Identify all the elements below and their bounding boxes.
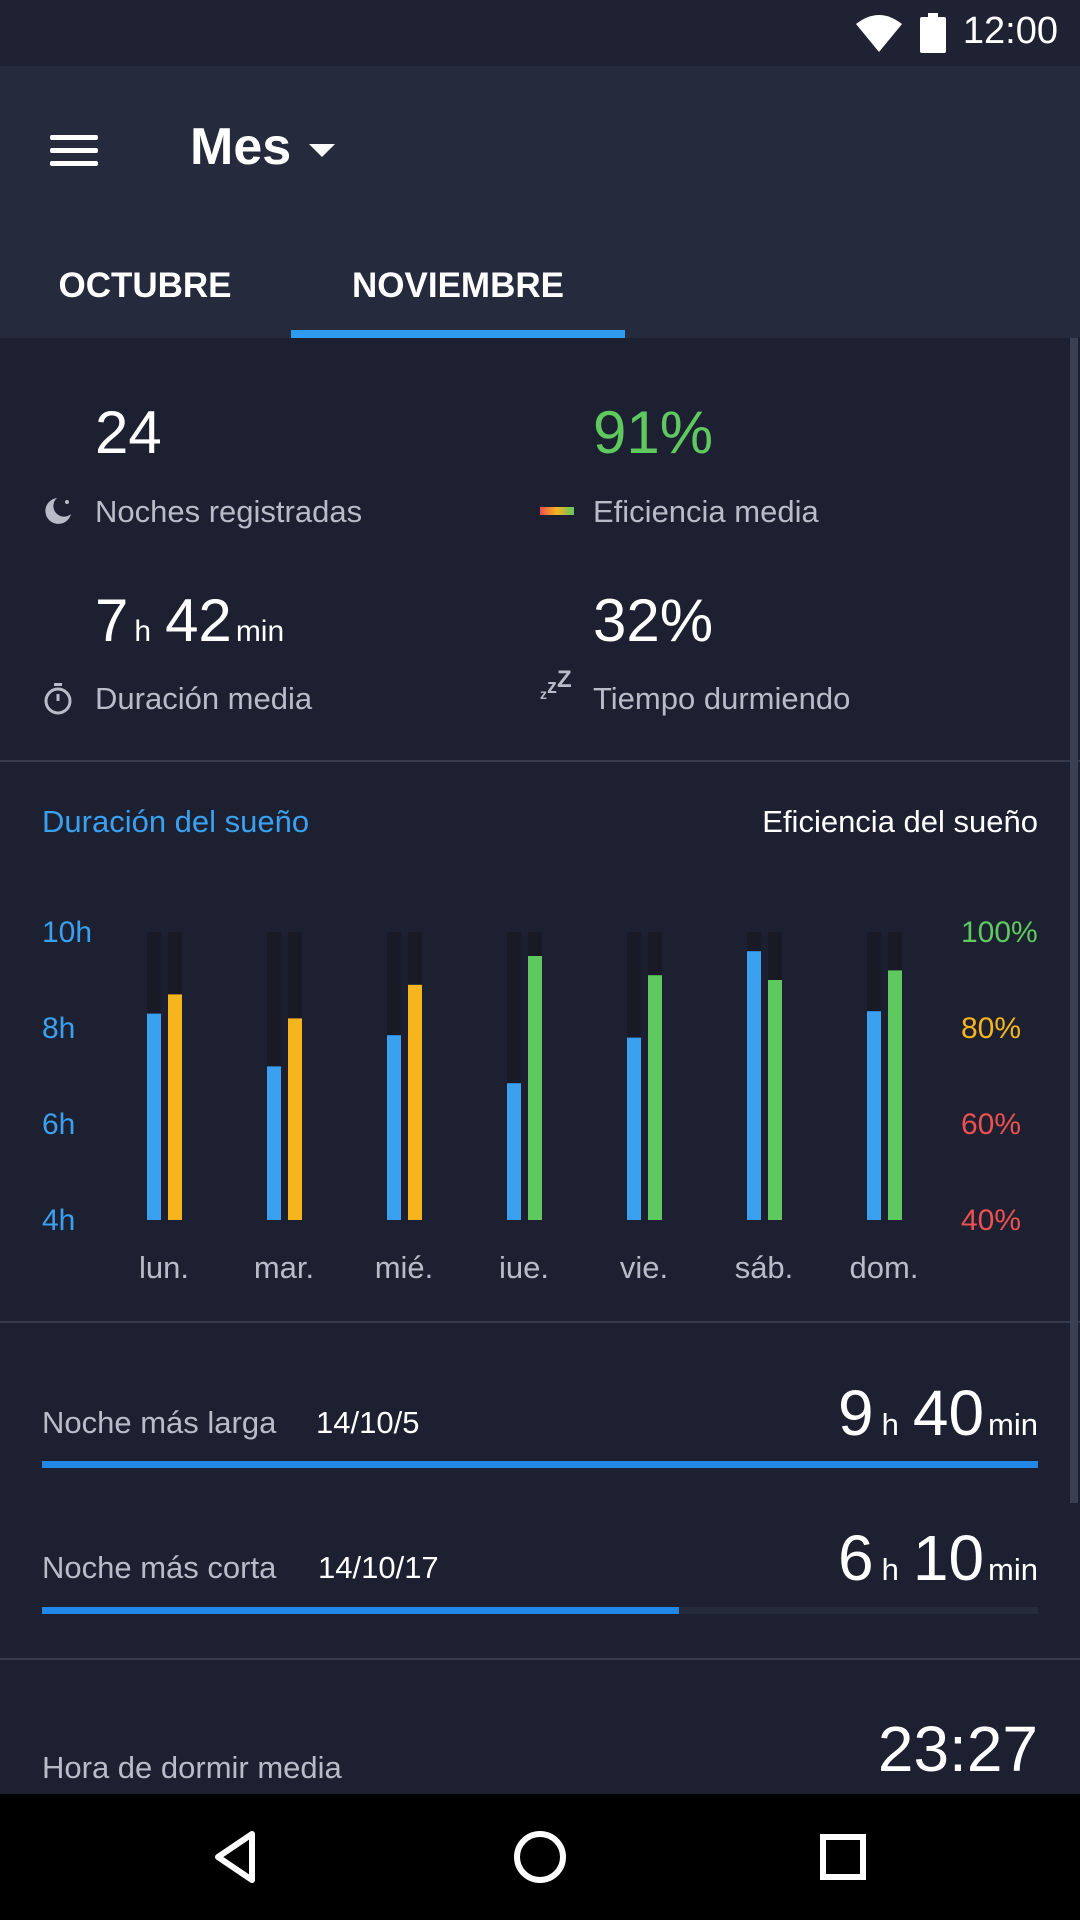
longest-night-track xyxy=(42,1461,1038,1468)
longest-night-bar xyxy=(42,1461,1038,1468)
efficiency-bar xyxy=(648,975,662,1220)
left-axis-tick: 4h xyxy=(42,1204,76,1237)
duration-bar xyxy=(627,1037,641,1220)
duration-bar xyxy=(747,951,761,1220)
duration-hours-unit: h xyxy=(134,615,152,648)
duration-minutes-unit: min xyxy=(235,615,285,648)
day-label-lun: lun. xyxy=(139,1250,189,1285)
shortest-night-label: Noche más corta xyxy=(42,1550,277,1585)
duration-hours: 7 xyxy=(95,587,129,654)
shortest-minutes: 10 xyxy=(912,1522,985,1594)
moon-icon xyxy=(45,498,71,524)
right-axis-tick: 80% xyxy=(961,1012,1022,1045)
battery-icon xyxy=(920,13,946,53)
efficiency-bar xyxy=(528,956,542,1220)
shortest-night-date: 14/10/17 xyxy=(318,1550,439,1585)
day-label-dom: dom. xyxy=(849,1250,919,1285)
duration-bar xyxy=(387,1035,401,1220)
efficiency-label: Eficiencia media xyxy=(593,494,819,529)
longest-hours: 9 xyxy=(838,1377,874,1449)
efficiency-bar xyxy=(408,984,422,1220)
asleep-value: 32% xyxy=(593,587,714,654)
avg-bedtime-value: 23:27 xyxy=(877,1713,1038,1785)
shortest-night-track xyxy=(42,1607,1038,1614)
longest-minutes: 40 xyxy=(912,1377,985,1449)
zzz-icon: zzZ xyxy=(540,666,572,702)
efficiency-bar xyxy=(888,970,902,1220)
longest-night-date: 14/10/5 xyxy=(316,1405,420,1440)
app-bar: Mes OCTUBRE NOVIEMBRE xyxy=(0,66,1080,338)
shortest-night-value: 6 h 10 min xyxy=(838,1521,1038,1595)
duration-bar xyxy=(867,1011,881,1220)
avg-bedtime-label: Hora de dormir media xyxy=(42,1750,342,1785)
left-axis-tick: 10h xyxy=(42,916,93,949)
longest-hours-unit: h xyxy=(881,1407,899,1442)
section-divider xyxy=(0,1321,1080,1323)
duration-bar xyxy=(147,1013,161,1220)
duration-bar xyxy=(507,1083,521,1220)
day-label-vie: vie. xyxy=(619,1250,669,1285)
efficiency-bar xyxy=(768,980,782,1220)
stopwatch-icon xyxy=(44,683,72,715)
tab-indicator xyxy=(291,330,625,338)
shortest-minutes-unit: min xyxy=(988,1552,1038,1587)
longest-night-label: Noche más larga xyxy=(42,1405,277,1440)
section-divider xyxy=(0,760,1080,762)
efficiency-bar xyxy=(288,1018,302,1220)
gradient-bar-icon xyxy=(540,507,574,515)
wifi-icon xyxy=(856,15,902,52)
left-axis-tick: 6h xyxy=(42,1108,76,1141)
status-bar: 12:00 xyxy=(0,0,1080,66)
left-axis-tick: 8h xyxy=(42,1012,76,1045)
duration-minutes: 42 xyxy=(165,587,232,654)
day-label-sab: sáb. xyxy=(734,1250,794,1285)
home-icon[interactable] xyxy=(505,1822,575,1892)
day-label-jue: iue. xyxy=(499,1250,549,1285)
longest-minutes-unit: min xyxy=(988,1407,1038,1442)
tab-octubre[interactable]: OCTUBRE xyxy=(58,266,232,305)
right-axis-tick: 40% xyxy=(961,1204,1022,1237)
navigation-bar xyxy=(0,1794,1080,1920)
efficiency-bar xyxy=(168,994,182,1220)
shortest-hours: 6 xyxy=(838,1522,874,1594)
legend-sleep-duration[interactable]: Duración del sueño xyxy=(42,804,310,839)
caret-down-icon xyxy=(309,143,336,157)
right-axis-tick: 60% xyxy=(961,1108,1022,1141)
day-label-mar: mar. xyxy=(253,1250,315,1285)
period-dropdown[interactable]: Mes xyxy=(190,112,336,182)
nights-value: 24 xyxy=(95,399,162,466)
back-icon[interactable] xyxy=(202,1822,272,1892)
asleep-label: Tiempo durmiendo xyxy=(593,681,851,716)
status-time: 12:00 xyxy=(962,10,1058,52)
nights-label: Noches registradas xyxy=(95,494,363,529)
longest-night-value: 9 h 40 min xyxy=(838,1376,1038,1450)
period-title: Mes xyxy=(190,118,292,176)
duration-label: Duración media xyxy=(95,681,313,716)
duration-value: 7 h 42 min xyxy=(95,586,284,655)
legend-sleep-efficiency[interactable]: Eficiencia del sueño xyxy=(762,804,1038,839)
efficiency-value: 91% xyxy=(593,399,714,466)
section-divider xyxy=(0,1658,1080,1660)
menu-button[interactable] xyxy=(40,116,110,186)
shortest-hours-unit: h xyxy=(881,1552,899,1587)
duration-bar xyxy=(267,1066,281,1220)
recents-icon[interactable] xyxy=(808,1822,878,1892)
shortest-night-bar xyxy=(42,1607,680,1614)
right-axis-tick: 100% xyxy=(961,916,1038,949)
scrollbar[interactable] xyxy=(1070,338,1078,1503)
day-label-mie: mié. xyxy=(374,1250,434,1285)
tab-noviembre[interactable]: NOVIEMBRE xyxy=(352,266,564,305)
